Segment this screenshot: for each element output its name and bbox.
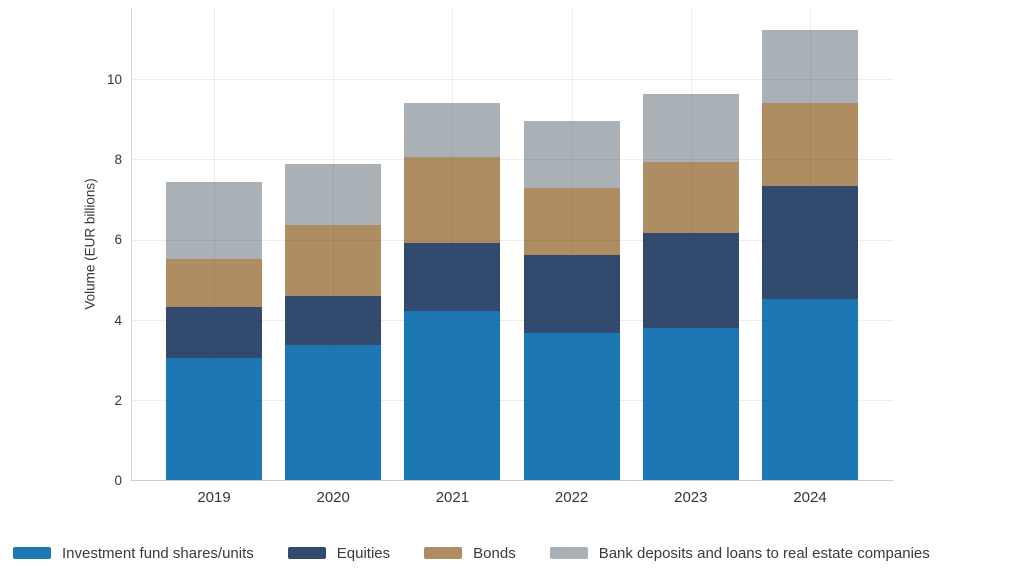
legend-label-equities: Equities <box>336 544 391 562</box>
gridline-y-10 <box>131 79 893 81</box>
y-axis-line <box>131 8 132 481</box>
bar-segment-2020-investment-fund-shares-units <box>285 345 382 481</box>
bar-segment-2022-equities <box>523 254 620 333</box>
x-tick-2024: 2024 <box>793 489 827 506</box>
gridline-y-8 <box>131 159 893 161</box>
gridline-x-2024 <box>810 8 811 481</box>
legend-item-bonds: Bonds <box>424 545 516 562</box>
bar-segment-2020-bank-deposits-and-loans-to-real-estate-companies <box>285 163 382 226</box>
gridline-y-6 <box>131 239 893 241</box>
legend: Investment fund shares/units Equities Bond… <box>13 540 930 566</box>
bar-segment-2023-bonds <box>642 162 739 233</box>
y-tick-8: 8 <box>114 152 122 168</box>
gridline-x-2023 <box>690 8 692 481</box>
legend-swatch-investment-fund-shares-units <box>13 547 51 559</box>
x-tick-2022: 2022 <box>554 489 589 506</box>
bar-segment-2022-bank-deposits-and-loans-to-real-estate-companies <box>523 121 620 189</box>
y-tick-4: 4 <box>114 312 122 328</box>
bar-segment-2021-investment-fund-shares-units <box>404 311 501 481</box>
bar-segment-2019-bonds <box>166 259 262 308</box>
x-tick-2020: 2020 <box>316 489 350 506</box>
bar-segment-2021-bank-deposits-and-loans-to-real-estate-companies <box>404 103 501 158</box>
bar-segment-2024-equities <box>762 186 858 299</box>
legend-swatch-equities <box>287 547 326 559</box>
bar-segment-2022-bonds <box>523 188 620 255</box>
y-tick-6: 6 <box>114 232 122 248</box>
bar-segment-2021-bonds <box>404 157 501 243</box>
bar-segment-2024-investment-fund-shares-units <box>762 298 858 481</box>
x-axis-line <box>131 480 893 481</box>
y-tick-0: 0 <box>114 473 122 488</box>
legend-swatch-bank-deposits-and-loans-to-real-estate-companies <box>549 547 588 559</box>
x-tick-2019: 2019 <box>197 489 231 506</box>
legend-label-investment-fund-shares-units: Investment fund shares/units <box>62 544 254 562</box>
bar-segment-2023-investment-fund-shares-units <box>642 328 739 481</box>
gridline-y-4 <box>131 319 893 321</box>
x-tick-2023: 2023 <box>674 489 708 506</box>
legend-item-equities: Equities <box>287 544 391 562</box>
bar-segment-2019-bank-deposits-and-loans-to-real-estate-companies <box>166 181 262 260</box>
bar-segment-2022-investment-fund-shares-units <box>523 332 620 481</box>
legend-swatch-bonds <box>424 547 463 559</box>
bar-segment-2019-investment-fund-shares-units <box>166 357 262 481</box>
legend-label-bonds: Bonds <box>473 544 516 562</box>
bar-segment-2023-bank-deposits-and-loans-to-real-estate-companies <box>642 94 739 163</box>
bar-segment-2020-equities <box>285 295 382 346</box>
bar-segment-2020-bonds <box>285 225 382 296</box>
gridline-x-2020 <box>333 8 335 481</box>
y-tick-10: 10 <box>106 72 122 88</box>
bar-segment-2023-equities <box>642 232 739 329</box>
gridline-x-2021 <box>452 8 454 481</box>
bar-segment-2024-bank-deposits-and-loans-to-real-estate-companies <box>762 30 858 103</box>
gridline-y-2 <box>131 399 893 401</box>
y-tick-2: 2 <box>114 392 122 408</box>
legend-item-bank-deposits-and-loans-to-real-estate-companies: Bank deposits and loans to real estate c… <box>549 544 930 562</box>
gridline-x-2022 <box>571 8 573 481</box>
bar-segment-2019-equities <box>166 307 262 358</box>
legend-label-bank-deposits-and-loans-to-real-estate-companies: Bank deposits and loans to real estate c… <box>598 544 930 562</box>
legend-item-investment-fund-shares-units: Investment fund shares/units <box>13 545 254 562</box>
gridline-x-2019 <box>214 8 215 481</box>
bar-segment-2021-equities <box>404 242 501 312</box>
plot-area <box>131 8 893 481</box>
bar-segment-2024-bonds <box>762 102 858 187</box>
x-tick-2021: 2021 <box>435 489 470 506</box>
